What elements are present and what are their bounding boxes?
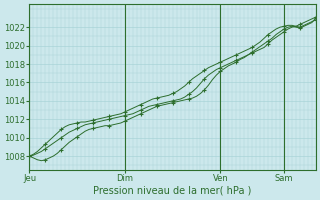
X-axis label: Pression niveau de la mer( hPa ): Pression niveau de la mer( hPa ) bbox=[93, 186, 252, 196]
